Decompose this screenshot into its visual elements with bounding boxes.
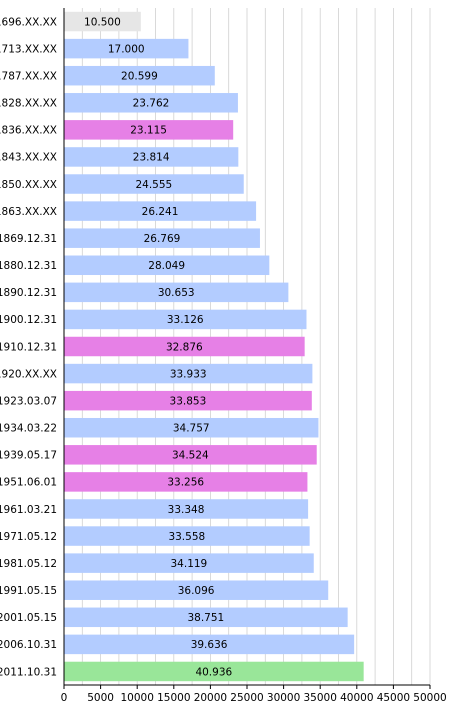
bar-1828.XX.XX [64, 93, 238, 113]
bar-value-label: 33.256 [167, 477, 204, 489]
x-tick-label: 50000 [413, 692, 446, 704]
bar-value-label: 38.751 [187, 612, 224, 624]
bar-value-label: 23.762 [133, 98, 170, 110]
category-label: 1869.12.31 [0, 233, 57, 245]
bar-2006.10.31 [64, 634, 355, 655]
category-label: 1828.XX.XX [0, 98, 57, 110]
category-label: 1920.XX.XX [0, 368, 57, 380]
bar-value-label: 33.348 [168, 504, 205, 516]
x-tick-label: 40000 [340, 692, 373, 704]
bar-1951.06.01 [64, 472, 308, 492]
bar-1920.XX.XX [64, 363, 313, 384]
bar-value-label: 20.599 [121, 71, 158, 83]
bar-1850.XX.XX [64, 174, 244, 194]
category-label: 1939.05.17 [0, 450, 57, 462]
x-tick-label: 5000 [87, 692, 114, 704]
bar-1910.12.31 [64, 336, 305, 357]
bar-2001.05.15 [64, 607, 348, 628]
bar-1890.12.31 [64, 282, 289, 303]
bar-value-label: 40.936 [195, 666, 232, 678]
bar-1961.03.21 [64, 499, 309, 519]
category-label: 1850.XX.XX [0, 179, 57, 191]
bar-value-label: 39.636 [191, 639, 228, 651]
x-tick-label: 45000 [377, 692, 410, 704]
category-label: 1696.XX.XX [0, 16, 57, 28]
category-label: 1900.12.31 [0, 314, 57, 326]
bar-value-label: 28.049 [148, 260, 185, 272]
bar-1991.05.15 [64, 580, 329, 600]
x-tick-label: 15000 [157, 692, 190, 704]
category-label: 1971.05.12 [0, 531, 57, 543]
category-label: 1863.XX.XX [0, 206, 57, 218]
bar-1696.XX.XX [64, 11, 141, 32]
bar-1939.05.17 [64, 445, 317, 465]
bar-1836.XX.XX [64, 120, 234, 140]
category-labels: 1696.XX.XX 1713.XX.XX 1787.XX.XX 1828.XX.XX… [0, 16, 57, 678]
x-tick-label: 10000 [120, 692, 153, 704]
bar-1713.XX.XX [64, 38, 189, 59]
category-label: 1910.12.31 [0, 341, 57, 353]
x-axis: 0 5000 10000 15000 20000 25000 30000 35000 40000… [61, 8, 447, 704]
bar-value-label: 34.757 [173, 423, 210, 435]
bar-2011.10.31 [64, 661, 364, 682]
bar-value-label: 34.524 [172, 450, 209, 462]
x-tick-label: 25000 [230, 692, 263, 704]
category-label: 2001.05.15 [0, 612, 57, 624]
bar-value-label: 23.115 [130, 125, 167, 137]
category-label: 1923.03.07 [0, 395, 57, 407]
bar-1843.XX.XX [64, 147, 239, 167]
bar-value-label: 36.096 [178, 585, 215, 597]
x-tick-label: 20000 [194, 692, 227, 704]
bar-1787.XX.XX [64, 65, 215, 86]
bar-value-label: 26.769 [144, 233, 181, 245]
bar-1934.03.22 [64, 417, 319, 438]
bar-value-label: 10.500 [84, 16, 121, 28]
bar-1900.12.31 [64, 309, 307, 330]
category-label: 1961.03.21 [0, 504, 57, 516]
bar-1971.05.12 [64, 526, 310, 546]
x-tick-label: 0 [61, 692, 68, 704]
bar-value-label: 33.126 [167, 314, 204, 326]
bar-1880.12.31 [64, 255, 270, 276]
bar-1863.XX.XX [64, 201, 257, 221]
bar-value-label: 24.555 [135, 179, 172, 191]
category-label: 1836.XX.XX [0, 125, 57, 137]
bar-value-label: 32.876 [166, 341, 203, 353]
category-label: 2011.10.31 [0, 666, 57, 678]
bar-value-label: 33.933 [170, 368, 207, 380]
category-label: 1843.XX.XX [0, 152, 57, 164]
x-tick-label: 35000 [303, 692, 336, 704]
bar-value-label: 30.653 [158, 287, 195, 299]
x-tick-label: 30000 [267, 692, 300, 704]
bar-1923.03.07 [64, 390, 312, 411]
category-label: 1981.05.12 [0, 558, 57, 570]
category-label: 2006.10.31 [0, 639, 57, 651]
bar-value-label: 33.853 [170, 395, 207, 407]
bar-value-label: 17.000 [108, 43, 145, 55]
bar-1869.12.31 [64, 228, 260, 248]
category-label: 1787.XX.XX [0, 71, 57, 83]
category-label: 1951.06.01 [0, 477, 57, 489]
bar-value-label: 33.558 [168, 531, 205, 543]
category-label: 1713.XX.XX [0, 43, 57, 55]
bar-1981.05.12 [64, 553, 314, 573]
category-label: 1934.03.22 [0, 423, 57, 435]
bar-value-label: 34.119 [171, 558, 208, 570]
bar-value-label: 23.814 [133, 152, 170, 164]
bar-value-label: 26.241 [142, 206, 179, 218]
category-label: 1991.05.15 [0, 585, 57, 597]
bars-group: 10.500 17.000 20.599 23.762 23.115 23.814 24.5… [64, 11, 364, 682]
category-label: 1880.12.31 [0, 260, 57, 272]
category-label: 1890.12.31 [0, 287, 57, 299]
